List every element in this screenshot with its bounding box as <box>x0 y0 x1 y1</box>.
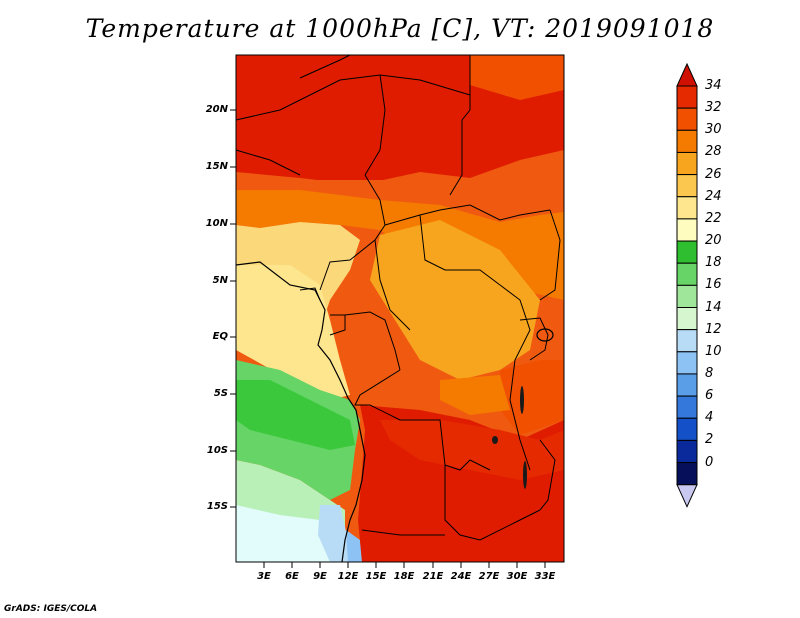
colorbar-swatch <box>676 262 698 286</box>
colorbar-bottom-triangle <box>676 484 698 508</box>
colorbar-swatch <box>676 218 698 242</box>
colorbar-swatch <box>676 373 698 397</box>
map-title: Temperature at 1000hPa [C], VT: 20190910… <box>85 14 715 43</box>
y-axis-ticks <box>230 109 236 508</box>
colorbar-label: 30 <box>705 122 722 138</box>
colorbar-swatch <box>676 151 698 176</box>
y-tick-label: 20N <box>205 104 228 115</box>
x-tick-label: 33E <box>534 571 556 582</box>
map-area <box>235 54 565 563</box>
y-tick-label: 15S <box>206 501 228 512</box>
colorbar-label: 16 <box>705 277 722 293</box>
colorbar-swatch <box>676 439 698 464</box>
y-tick-label: 5N <box>212 275 228 286</box>
colorbar-label: 18 <box>705 255 722 271</box>
x-tick-label: 21E <box>422 571 444 582</box>
x-tick-label: 6E <box>285 571 299 582</box>
colorbar-swatch <box>676 85 698 109</box>
colorbar-swatch <box>676 196 698 220</box>
colorbar-label: 32 <box>705 100 722 116</box>
colorbar-swatch <box>676 107 698 131</box>
y-tick-label: 15N <box>205 161 228 172</box>
colorbar-label: 6 <box>705 388 714 404</box>
colorbar-label: 20 <box>705 233 722 249</box>
credit-text: GrADS: IGES/COLA <box>4 604 98 614</box>
x-tick-label: 15E <box>365 571 387 582</box>
colorbar-label: 10 <box>705 343 722 359</box>
colorbar-top-triangle <box>676 62 698 87</box>
colorbar-swatch <box>676 462 698 486</box>
y-tick-label: 10N <box>205 218 228 229</box>
x-tick-label: 9E <box>313 571 327 582</box>
colorbar-swatch <box>676 395 698 419</box>
colorbar-swatch <box>676 417 698 441</box>
x-tick-label: 3E <box>257 571 271 582</box>
y-tick-label: 5S <box>213 388 228 399</box>
colorbar-swatch <box>676 329 698 353</box>
x-tick-label: 24E <box>450 571 472 582</box>
x-axis-ticks <box>263 562 546 568</box>
colorbar-swatch <box>676 240 698 264</box>
colorbar-swatch <box>676 174 698 198</box>
colorbar-swatch <box>676 351 698 375</box>
y-tick-label: 10S <box>206 445 228 456</box>
colorbar-label: 22 <box>705 210 722 226</box>
colorbar-label: 34 <box>705 78 722 93</box>
colorbar-label: 24 <box>705 188 722 204</box>
colorbar-swatch <box>676 307 698 331</box>
colorbar-label: 8 <box>705 365 714 381</box>
colorbar-swatch <box>676 129 698 153</box>
colorbar-label: 0 <box>705 454 714 470</box>
colorbar-label: 14 <box>705 299 722 315</box>
x-tick-label: 30E <box>506 571 528 582</box>
x-tick-label: 18E <box>393 571 415 582</box>
colorbar-label: 26 <box>705 166 722 182</box>
colorbar-label: 4 <box>705 410 714 426</box>
colorbar <box>676 62 698 508</box>
y-tick-label: EQ <box>212 331 228 342</box>
colorbar-label: 28 <box>705 144 722 160</box>
x-tick-label: 12E <box>337 571 359 582</box>
x-tick-label: 27E <box>478 571 500 582</box>
colorbar-label: 12 <box>705 321 722 337</box>
colorbar-swatch <box>676 284 698 309</box>
colorbar-label: 2 <box>705 432 714 448</box>
